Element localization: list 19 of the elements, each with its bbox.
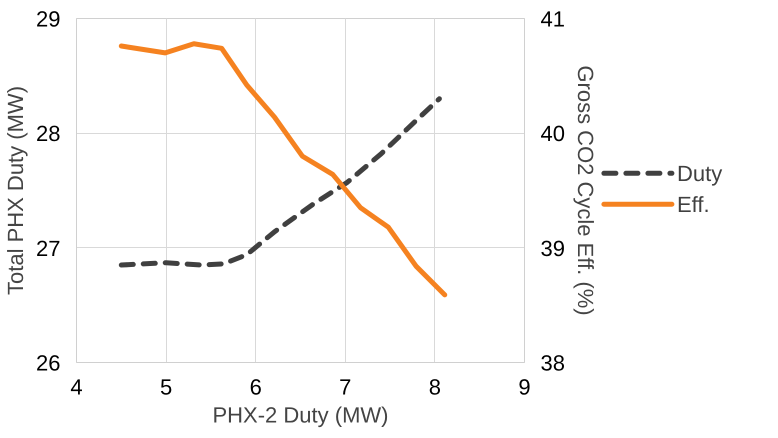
y2-tick-label: 40 [540, 121, 565, 146]
x-tick-label: 8 [428, 374, 442, 400]
x-tick-label: 9 [518, 374, 531, 400]
y-tick-label: 28 [36, 121, 61, 146]
y-tick-label: 27 [36, 236, 61, 261]
x-tick-label: 6 [250, 374, 262, 400]
y-tick-label: 26 [36, 350, 61, 376]
legend-label: Eff. [677, 192, 710, 217]
legend-label: Duty [677, 160, 722, 186]
x-axis-title: PHX-2 Duty (MW) [212, 402, 388, 428]
y2-axis-title: Gross CO2 Cycle Eff. (%) [572, 65, 598, 316]
y2-tick-label: 41 [540, 6, 565, 32]
y-tick-label: 29 [36, 6, 61, 32]
x-tick-label: 4 [70, 374, 83, 400]
x-tick-label: 7 [339, 374, 352, 400]
x-tick-label: 5 [160, 374, 172, 400]
y2-tick-label: 39 [540, 236, 565, 261]
y2-tick-label: 38 [540, 350, 565, 376]
y-axis-title: Total PHX Duty (MW) [3, 86, 28, 296]
